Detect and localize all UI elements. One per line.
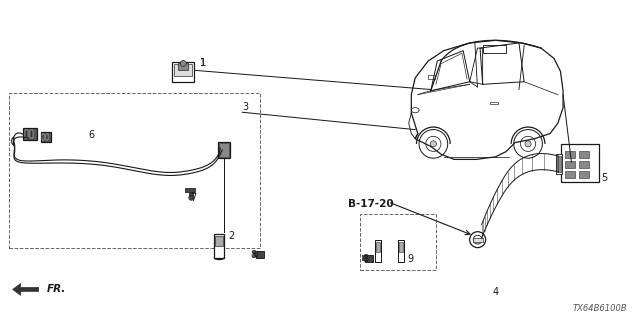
Bar: [25, 130, 28, 138]
Bar: [473, 238, 483, 242]
Bar: [172, 62, 195, 82]
Bar: [566, 171, 575, 178]
Bar: [45, 134, 47, 140]
Bar: [375, 240, 381, 261]
Text: 8: 8: [362, 253, 368, 264]
Bar: [42, 133, 49, 141]
Bar: [9, 93, 260, 248]
Bar: [186, 188, 195, 192]
Bar: [24, 129, 36, 139]
Bar: [561, 144, 600, 182]
Text: 4: 4: [493, 287, 499, 297]
Bar: [483, 45, 506, 53]
Bar: [218, 142, 230, 158]
Text: 9: 9: [408, 253, 414, 264]
Bar: [360, 214, 436, 269]
Bar: [214, 234, 224, 258]
Text: 3: 3: [242, 102, 248, 112]
Bar: [256, 251, 264, 258]
Text: FR.: FR.: [47, 284, 66, 294]
Bar: [365, 255, 373, 261]
Bar: [215, 236, 223, 246]
Bar: [362, 255, 366, 260]
Bar: [174, 64, 192, 76]
Bar: [29, 130, 33, 138]
Bar: [189, 192, 193, 198]
Bar: [253, 251, 257, 256]
Circle shape: [430, 141, 436, 147]
Text: 5: 5: [602, 173, 607, 183]
Bar: [579, 151, 589, 158]
Bar: [490, 102, 498, 104]
Bar: [566, 161, 575, 168]
Bar: [566, 151, 575, 158]
Text: 1: 1: [200, 58, 206, 68]
Text: B-17-20: B-17-20: [348, 199, 394, 209]
Text: 1: 1: [200, 58, 206, 68]
Text: 2: 2: [228, 231, 234, 241]
Bar: [220, 143, 229, 157]
Bar: [428, 75, 435, 79]
Bar: [179, 63, 188, 70]
Bar: [579, 171, 589, 178]
Circle shape: [180, 60, 186, 67]
Bar: [399, 242, 403, 252]
Bar: [398, 240, 404, 261]
Bar: [42, 134, 44, 140]
Text: 6: 6: [88, 130, 95, 140]
Bar: [40, 132, 51, 142]
Circle shape: [525, 141, 531, 147]
Polygon shape: [13, 284, 38, 295]
Bar: [22, 128, 36, 140]
Bar: [557, 156, 561, 172]
Bar: [579, 161, 589, 168]
Circle shape: [189, 195, 194, 200]
Text: 7: 7: [190, 193, 196, 203]
Bar: [376, 242, 380, 252]
Text: 8: 8: [250, 250, 256, 260]
Bar: [557, 154, 563, 174]
Text: TX64B6100B: TX64B6100B: [573, 304, 627, 313]
